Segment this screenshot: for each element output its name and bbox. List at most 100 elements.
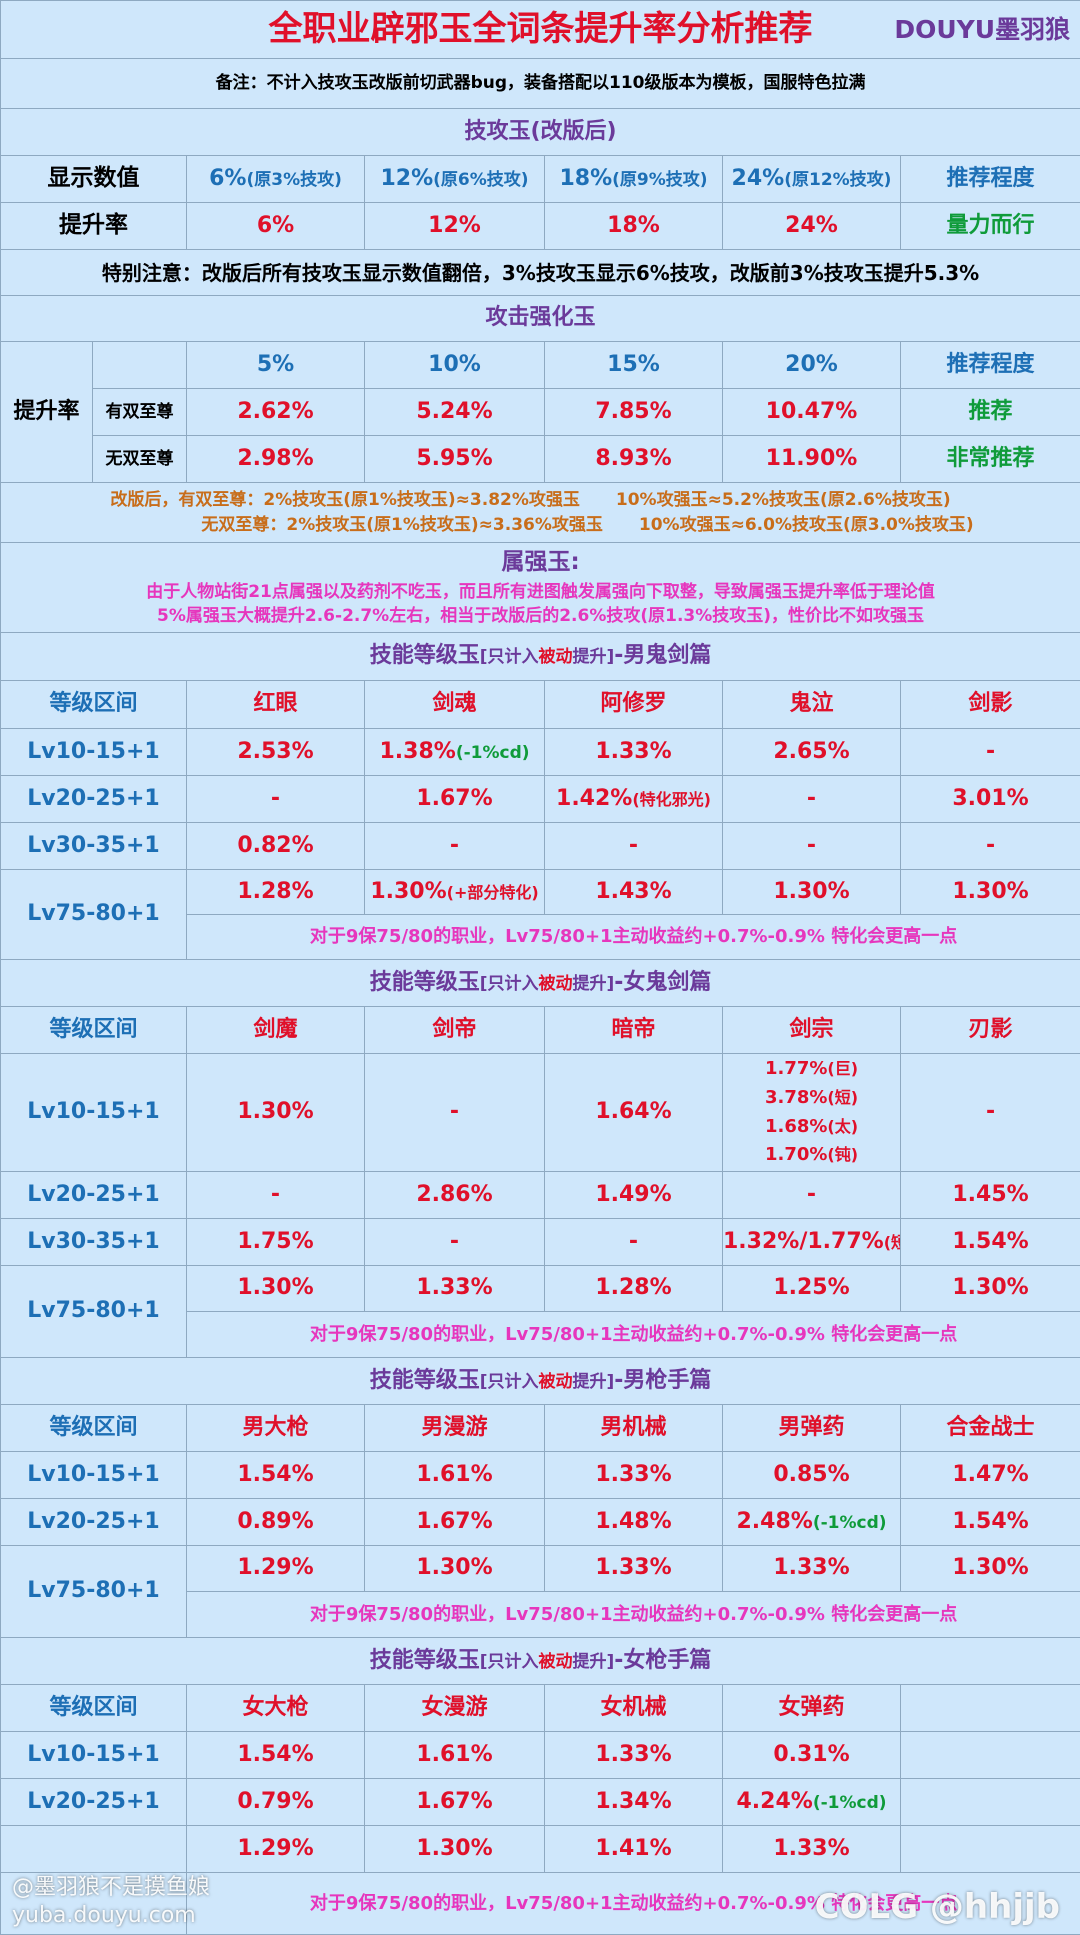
- class-name: 女漫游: [364, 1684, 545, 1732]
- level-label: Lv10-15+1: [0, 1451, 187, 1499]
- atk-rec: 推荐: [899, 388, 1080, 436]
- rate-cell: 2.53%: [186, 728, 365, 776]
- rate-note: (钝): [827, 1145, 859, 1165]
- level-header: 等级区间: [0, 680, 187, 729]
- rate-cell: 1.54%: [186, 1451, 365, 1499]
- rate-note: (+部分特化): [446, 882, 539, 902]
- rate-value: 6%: [186, 202, 365, 250]
- rate-cell: 1.30%: [364, 1825, 545, 1873]
- rate-cell: -: [364, 1053, 545, 1172]
- class-name: 男机械: [544, 1404, 723, 1452]
- elem-heading: 属强玉:: [501, 549, 580, 576]
- class-name: 女机械: [544, 1684, 723, 1732]
- section-title-main: 技能等级玉: [369, 1647, 480, 1673]
- rate-cell: 1.28%: [186, 869, 365, 915]
- section-title-main: 技能等级玉: [369, 969, 480, 995]
- rate-cell: 1.42%(特化邪光): [544, 775, 723, 823]
- rate-cell: -: [899, 1053, 1080, 1172]
- atk-rec: 非常推荐: [899, 435, 1080, 483]
- rate-cell: -: [186, 1171, 365, 1219]
- level-label: Lv20-25+1: [0, 1171, 187, 1219]
- class-name: 女大枪: [186, 1684, 365, 1732]
- rate-cell: 2.86%: [364, 1171, 545, 1219]
- class-name: 红眼: [186, 680, 365, 729]
- atk-note-text: 改版后，有双至尊：2%技攻玉(原1%技攻玉)≈3.82%攻强玉: [110, 489, 580, 510]
- rate-cell: 0.89%: [186, 1498, 365, 1546]
- rate-cell: 1.67%: [364, 775, 545, 823]
- rate-cell: 1.33%: [722, 1825, 901, 1873]
- lv75-note: 对于9保75/80的职业，Lv75/80+1主动收益约+0.7%-0.9% 特化…: [185, 914, 1080, 960]
- tag-red: 被动: [538, 973, 573, 994]
- skillatk-col-value: 12%: [380, 165, 434, 191]
- atk-value: 11.90%: [722, 435, 901, 483]
- skillatk-col-value: 6%: [209, 165, 247, 191]
- tag-pre: [只计入: [479, 1651, 539, 1672]
- rate-line: 1.77%(巨): [724, 1055, 900, 1084]
- class-name: 刃影: [899, 1006, 1080, 1054]
- rate-line: 3.78%(短): [724, 1084, 900, 1113]
- rate-cell: 2.65%: [722, 728, 901, 776]
- rate-note: (特化邪光): [632, 789, 711, 809]
- rate-cell: -: [544, 822, 723, 870]
- rate-cell: -: [186, 775, 365, 823]
- tag-post: 提升]: [572, 1651, 615, 1672]
- section-title: 技能等级玉[只计入被动提升]-男鬼剑篇: [0, 632, 1080, 681]
- tag-post: 提升]: [572, 647, 615, 668]
- rate-value: 1.42%: [556, 785, 633, 811]
- watermark-site: yuba.douyu.com: [12, 1902, 196, 1928]
- rate-cell: 1.75%: [186, 1218, 365, 1266]
- remark: 备注：不计入技攻玉改版前切武器bug，装备搭配以110级版本为模板，国服特色拉满: [0, 58, 1080, 109]
- class-name: 阿修罗: [544, 680, 723, 729]
- class-name: 暗帝: [544, 1006, 723, 1054]
- rate-cell: 1.28%: [544, 1265, 723, 1312]
- skillatk-col-sub: (原6%技攻): [433, 169, 529, 190]
- rate-note: (短): [827, 1087, 859, 1107]
- skillatk-col: 12%(原6%技攻): [364, 155, 545, 203]
- rate-cell: 1.48%: [544, 1498, 723, 1546]
- level-label: Lv10-15+1: [0, 1731, 187, 1779]
- rate-cell: -: [722, 775, 901, 823]
- class-name: 剑宗: [722, 1006, 901, 1054]
- rate-cell: 1.67%: [364, 1778, 545, 1826]
- class-name: 男漫游: [364, 1404, 545, 1452]
- section-title-main: 技能等级玉: [369, 1367, 480, 1393]
- section-title: 技能等级玉[只计入被动提升]-女鬼剑篇: [0, 959, 1080, 1007]
- level-label: Lv75-80+1: [0, 1545, 187, 1638]
- rate-cell: 2.48%(-1%cd): [722, 1498, 901, 1546]
- section-title: 技能等级玉[只计入被动提升]-女枪手篇: [0, 1637, 1080, 1685]
- rate-cell: 1.32%/1.77%(短): [722, 1218, 901, 1266]
- rate-note: (-1%cd): [812, 1512, 887, 1533]
- level-label: Lv10-15+1: [0, 1053, 187, 1172]
- rate-cell: 1.43%: [544, 869, 723, 915]
- rate-cell: 1.33%: [544, 1451, 723, 1499]
- rate-cell: 1.38%(-1%cd): [364, 728, 545, 776]
- class-name: 女弹药: [722, 1684, 901, 1732]
- rate-note: (巨): [827, 1058, 859, 1078]
- rate-value: 18%: [544, 202, 723, 250]
- rate-value: 1.77%: [764, 1057, 828, 1079]
- rate-cell: 1.34%: [544, 1778, 723, 1826]
- rate-note: (-1%cd): [455, 742, 530, 763]
- rate-cell: 1.25%: [722, 1265, 901, 1312]
- atk-col: 20%: [722, 341, 901, 389]
- atk-note-text: 10%攻强玉≈6.0%技攻玉(原3.0%技攻玉): [638, 514, 974, 535]
- rate-cell: 0.82%: [186, 822, 365, 870]
- rate-cell: 1.64%: [544, 1053, 723, 1172]
- rate-value: 1.68%: [764, 1115, 828, 1137]
- class-name: 剑魔: [186, 1006, 365, 1054]
- elem-note-line: 5%属强玉大概提升2.6-2.7%左右，相当于改版后的2.6%技攻(原1.3%技…: [157, 606, 925, 627]
- atk-value: 5.24%: [364, 388, 545, 436]
- atk-col: 15%: [544, 341, 723, 389]
- atk-note-line: 无双至尊：2%技攻玉(原1%技攻玉)≈3.36%攻强玉 10%攻强玉≈6.0%技攻…: [95, 513, 1080, 538]
- level-label: Lv75-80+1: [0, 869, 187, 960]
- elem-note-line: 由于人物站街21点属强以及药剂不吃玉，而且所有进图触发属强向下取整，导致属强玉提…: [146, 581, 935, 602]
- atk-value: 10.47%: [722, 388, 901, 436]
- rate-cell: -: [544, 1218, 723, 1266]
- rate-cell: 1.30%: [186, 1265, 365, 1312]
- special-note: 特别注意：改版后所有技攻玉显示数值翻倍，3%技攻玉显示6%技攻，改版前3%技攻玉…: [0, 249, 1080, 296]
- class-name: [899, 1684, 1080, 1732]
- rate-cell: 1.33%: [364, 1265, 545, 1312]
- rate-cell: 1.67%: [364, 1498, 545, 1546]
- atk-value: 7.85%: [544, 388, 723, 436]
- rate-cell: 1.33%: [544, 1731, 723, 1779]
